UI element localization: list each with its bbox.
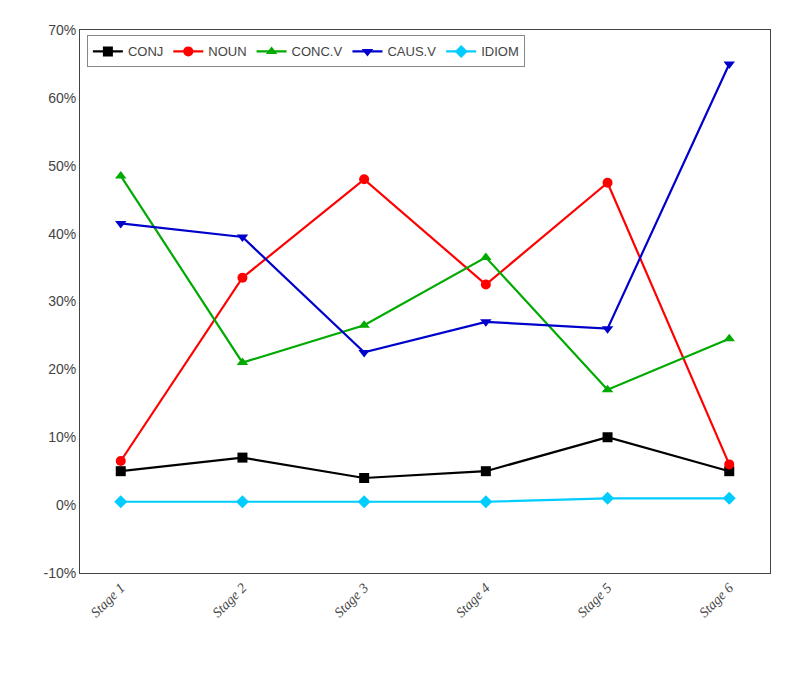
svg-text:Stage 3: Stage 3 [331, 580, 371, 620]
svg-text:30%: 30% [48, 293, 76, 309]
svg-text:10%: 10% [48, 429, 76, 445]
svg-text:CAUS.V: CAUS.V [387, 44, 436, 59]
svg-text:Stage 6: Stage 6 [696, 580, 736, 620]
svg-text:Stage 4: Stage 4 [453, 580, 493, 620]
svg-text:60%: 60% [48, 90, 76, 106]
svg-text:Stage 2: Stage 2 [209, 580, 249, 620]
svg-text:NOUN: NOUN [208, 44, 246, 59]
svg-text:70%: 70% [48, 22, 76, 38]
svg-text:IDIOM: IDIOM [481, 44, 519, 59]
svg-text:Stage 1: Stage 1 [88, 580, 128, 620]
svg-text:50%: 50% [48, 158, 76, 174]
svg-text:-10%: -10% [44, 565, 77, 581]
svg-text:40%: 40% [48, 226, 76, 242]
svg-text:CONJ: CONJ [128, 44, 163, 59]
svg-text:Stage 5: Stage 5 [575, 580, 615, 620]
svg-text:20%: 20% [48, 361, 76, 377]
svg-text:0%: 0% [56, 497, 76, 513]
svg-text:CONC.V: CONC.V [292, 44, 343, 59]
